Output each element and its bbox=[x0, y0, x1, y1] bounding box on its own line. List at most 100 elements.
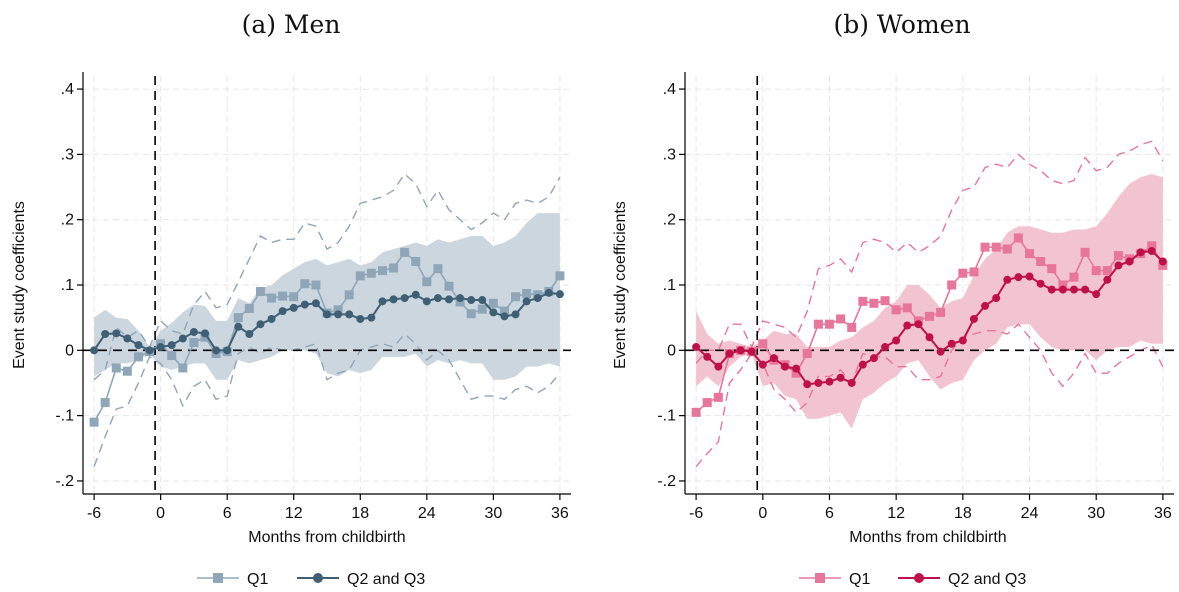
x-tick-label: 30 bbox=[1087, 505, 1105, 522]
data-point-q1 bbox=[925, 311, 934, 321]
data-point-q1 bbox=[1147, 241, 1157, 251]
data-point-q1 bbox=[167, 351, 177, 361]
data-point-q2q3 bbox=[178, 334, 187, 343]
data-point-q1 bbox=[1102, 266, 1112, 276]
data-point-q2q3 bbox=[334, 310, 343, 319]
data-point-q2q3 bbox=[112, 329, 121, 338]
data-point-q1 bbox=[1058, 280, 1068, 290]
data-point-q2q3 bbox=[1136, 248, 1145, 257]
legend: Q1 Q2 and Q3 bbox=[197, 571, 425, 588]
data-point-q2q3 bbox=[389, 295, 398, 304]
data-point-q2q3 bbox=[456, 294, 465, 303]
data-point-q2q3 bbox=[714, 362, 723, 371]
legend-label-q1: Q1 bbox=[247, 571, 268, 588]
y-tick-label: .2 bbox=[663, 212, 676, 229]
x-tick-label: 24 bbox=[418, 505, 436, 522]
data-point-q2q3 bbox=[378, 297, 387, 306]
data-point-q1 bbox=[189, 337, 199, 347]
data-point-q2q3 bbox=[892, 336, 901, 345]
y-tick-label: -.1 bbox=[55, 408, 74, 425]
data-point-q2q3 bbox=[1025, 272, 1034, 281]
legend: Q1 Q2 and Q3 bbox=[799, 571, 1026, 588]
ci-lower-q1 bbox=[93, 332, 561, 467]
data-point-q1 bbox=[713, 392, 723, 402]
legend-marker-q2q3 bbox=[914, 573, 924, 583]
data-point-q2q3 bbox=[814, 378, 823, 387]
data-point-q2q3 bbox=[1036, 279, 1045, 288]
data-point-q1 bbox=[1113, 251, 1123, 261]
data-point-q2q3 bbox=[825, 377, 834, 386]
data-point-q2q3 bbox=[223, 346, 232, 355]
data-point-q1 bbox=[1036, 256, 1046, 266]
data-point-q1 bbox=[1080, 247, 1090, 257]
data-point-q1 bbox=[824, 319, 834, 329]
data-point-q2q3 bbox=[156, 343, 165, 352]
data-point-q1 bbox=[333, 305, 343, 315]
x-tick-label: 18 bbox=[351, 505, 369, 522]
data-point-q1 bbox=[991, 242, 1001, 252]
data-point-q1 bbox=[111, 363, 121, 373]
y-tick-label: .3 bbox=[663, 146, 676, 163]
data-point-q2q3 bbox=[725, 349, 734, 358]
y-axis-label: Event study coefficients bbox=[612, 201, 629, 369]
data-point-q1 bbox=[477, 304, 487, 314]
data-point-q1 bbox=[1047, 264, 1057, 274]
x-axis-label: Months from childbirth bbox=[248, 529, 405, 546]
legend-marker-q2q3 bbox=[313, 573, 323, 583]
data-point-q2q3 bbox=[400, 294, 409, 303]
data-point-q1 bbox=[791, 368, 801, 378]
data-point-q2q3 bbox=[981, 301, 990, 310]
y-tick-label: .2 bbox=[61, 212, 74, 229]
data-point-q1 bbox=[178, 363, 188, 373]
data-point-q1 bbox=[702, 398, 712, 408]
data-point-q1 bbox=[267, 293, 277, 303]
data-point-q2q3 bbox=[847, 378, 856, 387]
data-point-q2q3 bbox=[500, 312, 509, 321]
data-point-q1 bbox=[869, 298, 879, 308]
data-point-q1 bbox=[122, 366, 132, 376]
data-point-q2q3 bbox=[869, 354, 878, 363]
data-point-q2q3 bbox=[1103, 275, 1112, 284]
data-point-q1 bbox=[466, 309, 476, 319]
panel-men: (a) Men Months from childbirth Event stu… bbox=[11, 10, 571, 588]
data-point-q2q3 bbox=[947, 339, 956, 348]
data-point-q1 bbox=[389, 263, 399, 273]
data-point-q2q3 bbox=[311, 299, 320, 308]
x-tick-label: 0 bbox=[156, 505, 165, 522]
data-point-q2q3 bbox=[445, 295, 453, 304]
legend-label-q2q3: Q2 and Q3 bbox=[948, 571, 1026, 588]
panel-title: (b) Women bbox=[833, 10, 970, 39]
data-point-q2q3 bbox=[167, 341, 176, 350]
y-tick-label: .1 bbox=[61, 277, 74, 294]
panel-title: (a) Men bbox=[242, 10, 341, 39]
data-point-q2q3 bbox=[511, 310, 520, 319]
data-point-q1 bbox=[89, 417, 99, 427]
data-point-q2q3 bbox=[1047, 285, 1056, 294]
data-point-q2q3 bbox=[803, 380, 812, 389]
data-point-q2q3 bbox=[212, 346, 221, 355]
data-point-q1 bbox=[555, 271, 565, 281]
x-tick-label: -6 bbox=[689, 505, 703, 522]
data-point-q1 bbox=[377, 266, 387, 276]
data-point-q2q3 bbox=[914, 320, 923, 329]
data-point-q2q3 bbox=[256, 320, 265, 329]
x-tick-label: 30 bbox=[484, 505, 502, 522]
data-point-q1 bbox=[311, 280, 321, 290]
ci-upper-q1 bbox=[695, 140, 1164, 364]
data-point-q2q3 bbox=[145, 346, 154, 355]
data-point-q2q3 bbox=[489, 308, 498, 317]
data-point-q1 bbox=[880, 296, 890, 306]
data-point-q2q3 bbox=[245, 329, 254, 338]
data-point-q2q3 bbox=[692, 343, 701, 352]
data-point-q2q3 bbox=[101, 329, 110, 338]
x-tick-label: 24 bbox=[1021, 505, 1039, 522]
data-point-q2q3 bbox=[555, 290, 564, 299]
data-point-q2q3 bbox=[992, 294, 1001, 303]
ci-band-q2q3 bbox=[94, 213, 560, 380]
data-point-q1 bbox=[969, 267, 979, 277]
data-point-q1 bbox=[1013, 233, 1023, 243]
y-tick-label: -.1 bbox=[657, 408, 676, 425]
data-point-q1 bbox=[233, 313, 243, 323]
data-point-q1 bbox=[1002, 244, 1012, 254]
data-point-q2q3 bbox=[881, 343, 890, 352]
